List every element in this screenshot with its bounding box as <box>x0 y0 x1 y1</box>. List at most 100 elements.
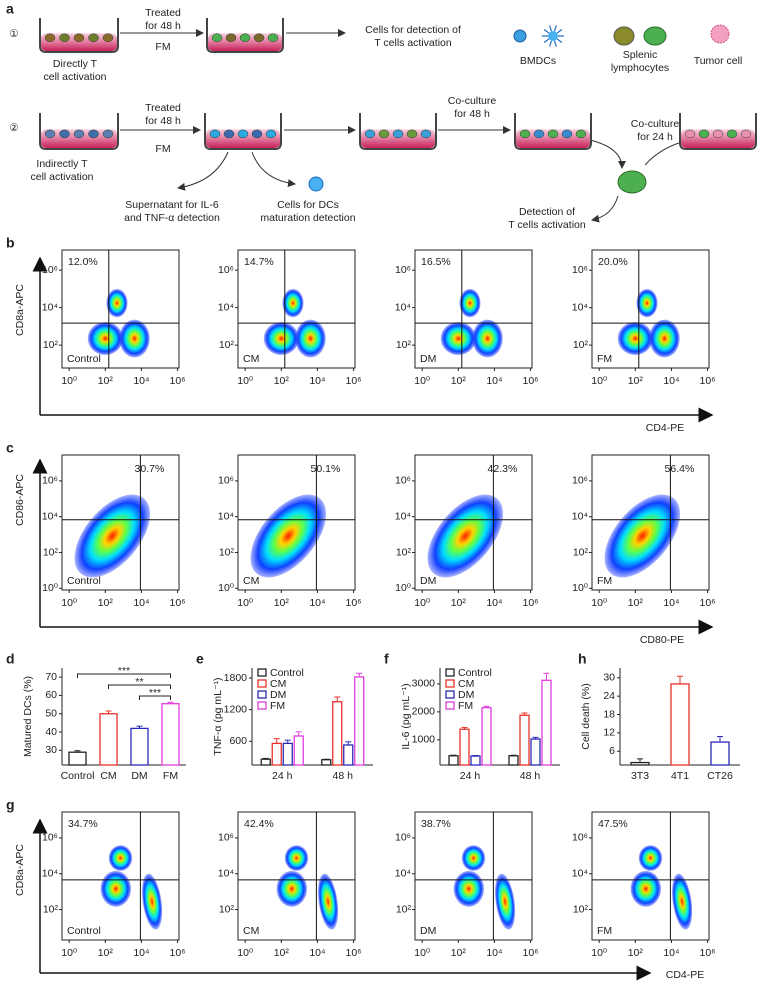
caption: Co-culture <box>448 95 497 107</box>
legend-swatch <box>445 701 455 710</box>
cell <box>547 129 559 139</box>
x-tick-label: Control <box>61 770 95 782</box>
quadrant-percent: 14.7% <box>244 256 274 268</box>
y-tick-label: 10⁰ <box>218 582 235 594</box>
legend-swatch <box>257 679 267 688</box>
sample-name: FM <box>597 925 612 937</box>
density-cluster <box>276 870 308 907</box>
step-marker: ① <box>9 28 19 40</box>
caption: Cells for detection of <box>365 24 461 36</box>
density-cluster <box>630 870 662 907</box>
y-tick-label: 10² <box>43 903 59 915</box>
x-tick-label: 10⁴ <box>486 597 502 609</box>
y-tick-label: 10⁶ <box>395 475 411 487</box>
y-tick-label: 10⁰ <box>42 582 59 594</box>
legend-text: lymphocytes <box>611 62 669 74</box>
x-tick-label: 10⁴ <box>486 375 502 387</box>
bmdc-icon <box>513 29 527 43</box>
density-cluster <box>295 319 326 358</box>
legend-swatch <box>445 668 455 677</box>
y-axis-label: Cell death (%) <box>580 683 592 750</box>
x-tick-label: FM <box>163 770 178 782</box>
cell <box>102 33 114 42</box>
beaker <box>206 18 284 53</box>
x-tick-label: 10⁰ <box>414 947 431 959</box>
y-tick-label: 10² <box>43 546 59 558</box>
cell <box>364 129 376 139</box>
sample-name: DM <box>420 575 436 587</box>
x-tick-label: 10⁴ <box>486 947 502 959</box>
legend-text: CM <box>270 678 286 690</box>
y-tick-label: 10² <box>573 339 589 351</box>
beaker-wall <box>39 113 119 150</box>
bar <box>161 703 180 766</box>
x-tick-label: 10² <box>628 375 644 387</box>
y-tick-label: 10² <box>396 339 412 351</box>
bmdc-icon <box>548 31 558 41</box>
bar <box>470 755 481 766</box>
cell <box>239 33 251 42</box>
legend-text: BMDCs <box>520 55 556 67</box>
beaker-wall <box>204 113 282 150</box>
caption: and TNF-α detection <box>124 212 220 224</box>
significance-bracket <box>139 695 171 700</box>
cell <box>698 129 710 139</box>
density-cluster <box>142 873 163 930</box>
cell <box>209 129 221 139</box>
x-tick-label: 10⁰ <box>414 375 431 387</box>
cell <box>59 33 70 42</box>
bmdc-icon <box>308 176 324 192</box>
agent: FM <box>155 41 170 53</box>
legend-text: FM <box>458 700 473 712</box>
density-cluster <box>638 845 663 871</box>
sample-name: FM <box>597 353 612 365</box>
density-cluster <box>100 870 132 907</box>
caption: T cells activation <box>374 37 452 49</box>
lymph-icon <box>613 26 635 46</box>
x-tick-label: 10⁴ <box>663 375 679 387</box>
cell <box>73 33 85 42</box>
bar <box>459 728 470 766</box>
x-tick-label: 48 h <box>520 770 541 782</box>
panel-label: h <box>578 651 587 667</box>
caption: Supernatant for IL-6 <box>125 199 219 211</box>
cell <box>712 129 724 139</box>
x-tick-label: 10² <box>274 597 290 609</box>
legend-swatch <box>257 701 267 710</box>
cell <box>211 33 223 42</box>
sample-name: CM <box>243 575 259 587</box>
bar <box>99 713 118 766</box>
x-tick-label: 10⁰ <box>591 947 608 959</box>
x-tick-label: 10² <box>274 375 290 387</box>
step-text: Treated <box>145 102 181 114</box>
y-tick-label: 10⁴ <box>395 510 411 522</box>
y-tick-label: 10⁶ <box>572 475 588 487</box>
y-tick-label: 10⁶ <box>572 264 588 276</box>
density-cluster <box>440 321 476 356</box>
bar <box>354 676 365 766</box>
legend-text: Control <box>270 667 304 679</box>
y-tick-label: 10² <box>573 903 589 915</box>
y-tick-label: 40 <box>45 726 57 738</box>
cell <box>88 33 99 42</box>
cell <box>251 129 263 139</box>
x-tick-label: 10² <box>451 375 467 387</box>
quadrant-percent: 42.3% <box>488 463 518 475</box>
arrow <box>591 195 619 223</box>
caption: Directly T <box>53 58 98 70</box>
bar <box>271 742 282 766</box>
cell <box>59 129 70 139</box>
bar <box>519 714 530 766</box>
lymph-icon <box>617 170 647 194</box>
density-cluster <box>263 321 299 356</box>
legend-text: CM <box>458 678 474 690</box>
density-cluster <box>453 870 485 907</box>
legend-swatch <box>257 690 267 699</box>
y-tick-label: 10² <box>43 339 59 351</box>
y-tick-label: 10⁶ <box>42 475 58 487</box>
x-tick-label: 10⁴ <box>309 375 325 387</box>
x-tick-label: 10⁰ <box>237 947 254 959</box>
dendrite <box>556 38 563 43</box>
cell <box>575 129 587 139</box>
y-tick-label: 10² <box>573 546 589 558</box>
